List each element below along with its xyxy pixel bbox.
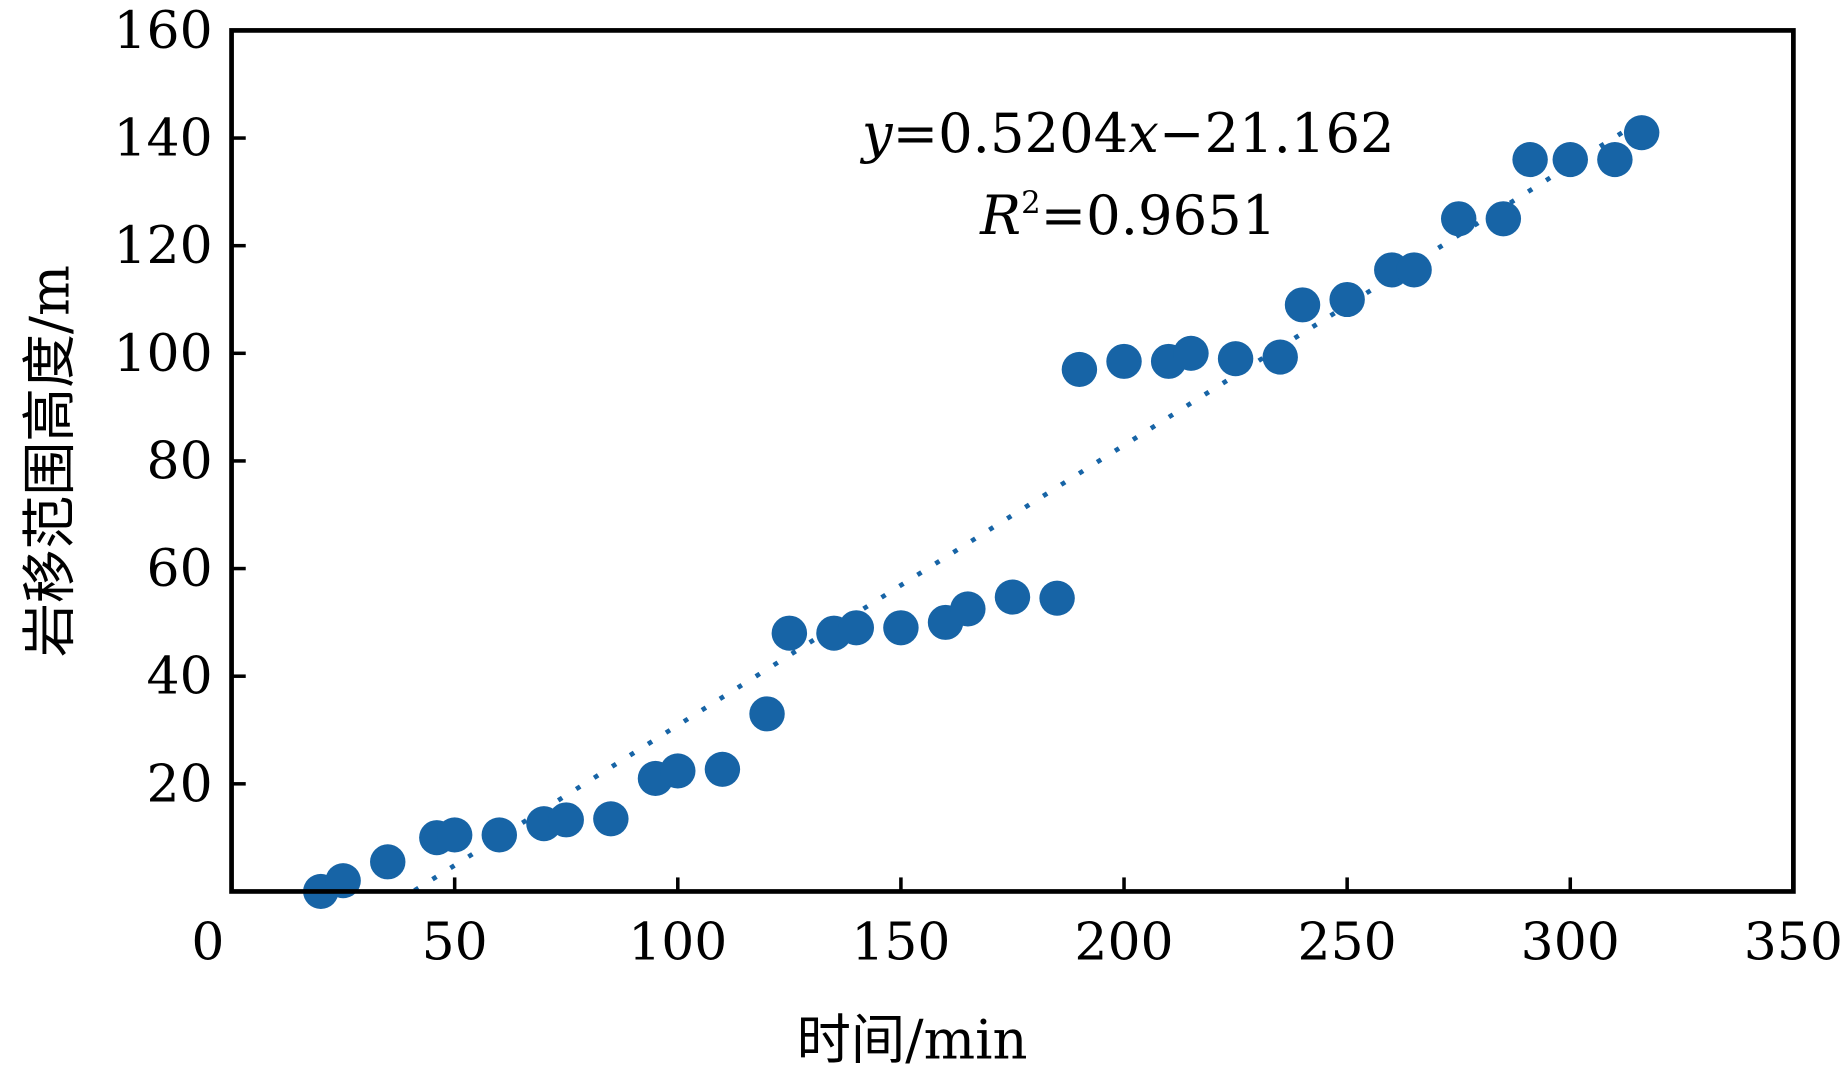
data-point (1597, 142, 1633, 178)
data-point (370, 844, 406, 880)
data-points (303, 115, 1660, 910)
y-tick-label: 80 (147, 432, 213, 492)
data-point (838, 610, 875, 646)
data-point (1623, 115, 1660, 151)
data-point (1262, 339, 1298, 375)
data-point (1552, 142, 1588, 178)
x-axis-label: 时间/min (797, 1009, 1028, 1072)
data-point (883, 610, 919, 646)
y-tick-label: 120 (113, 216, 212, 276)
x-tick-label: 200 (1074, 913, 1173, 973)
data-point (994, 579, 1031, 615)
data-point (548, 802, 584, 838)
data-point (1512, 142, 1548, 178)
x-tick-label: 300 (1521, 913, 1620, 973)
y-tick-label: 40 (147, 647, 213, 707)
x-tick-label: 250 (1298, 913, 1397, 973)
data-point (1061, 351, 1098, 388)
data-point (593, 801, 629, 837)
data-point (1440, 201, 1477, 237)
data-point (749, 696, 785, 732)
y-axis-ticks: 20 40 60 80 100 120 140 160 (113, 1, 246, 815)
data-point (1284, 287, 1321, 323)
y-tick-label: 60 (147, 539, 213, 599)
x-axis-ticks: 0 50 100 150 200 250 300 350 (191, 877, 1843, 972)
y-tick-label: 100 (113, 324, 212, 384)
data-point (950, 591, 986, 627)
data-point (1396, 252, 1432, 288)
data-point (1485, 201, 1522, 237)
trendline (413, 118, 1643, 893)
data-point (1329, 281, 1365, 318)
data-point (1039, 580, 1075, 616)
y-tick-label: 140 (113, 109, 212, 169)
y-tick-label: 160 (113, 1, 212, 61)
regression-equation: y=0.5204x−21.162 (860, 102, 1395, 165)
data-point (481, 817, 518, 853)
data-point (1217, 341, 1254, 377)
trendline-path (413, 118, 1643, 893)
data-point (1173, 335, 1209, 371)
data-point (436, 817, 473, 853)
x-tick-label: 350 (1744, 913, 1843, 973)
y-tick-label: 20 (147, 755, 213, 815)
data-point (1106, 343, 1142, 379)
x-tick-label: 0 (191, 913, 224, 973)
x-tick-label: 150 (851, 913, 950, 973)
x-tick-label: 100 (628, 913, 727, 973)
r-squared-label: R2=0.9651 (979, 184, 1276, 247)
data-point (660, 753, 696, 789)
x-tick-label: 50 (422, 913, 488, 973)
y-axis-label: 岩移范围高度/m (18, 265, 81, 657)
data-point (771, 615, 808, 651)
data-point (704, 751, 741, 787)
